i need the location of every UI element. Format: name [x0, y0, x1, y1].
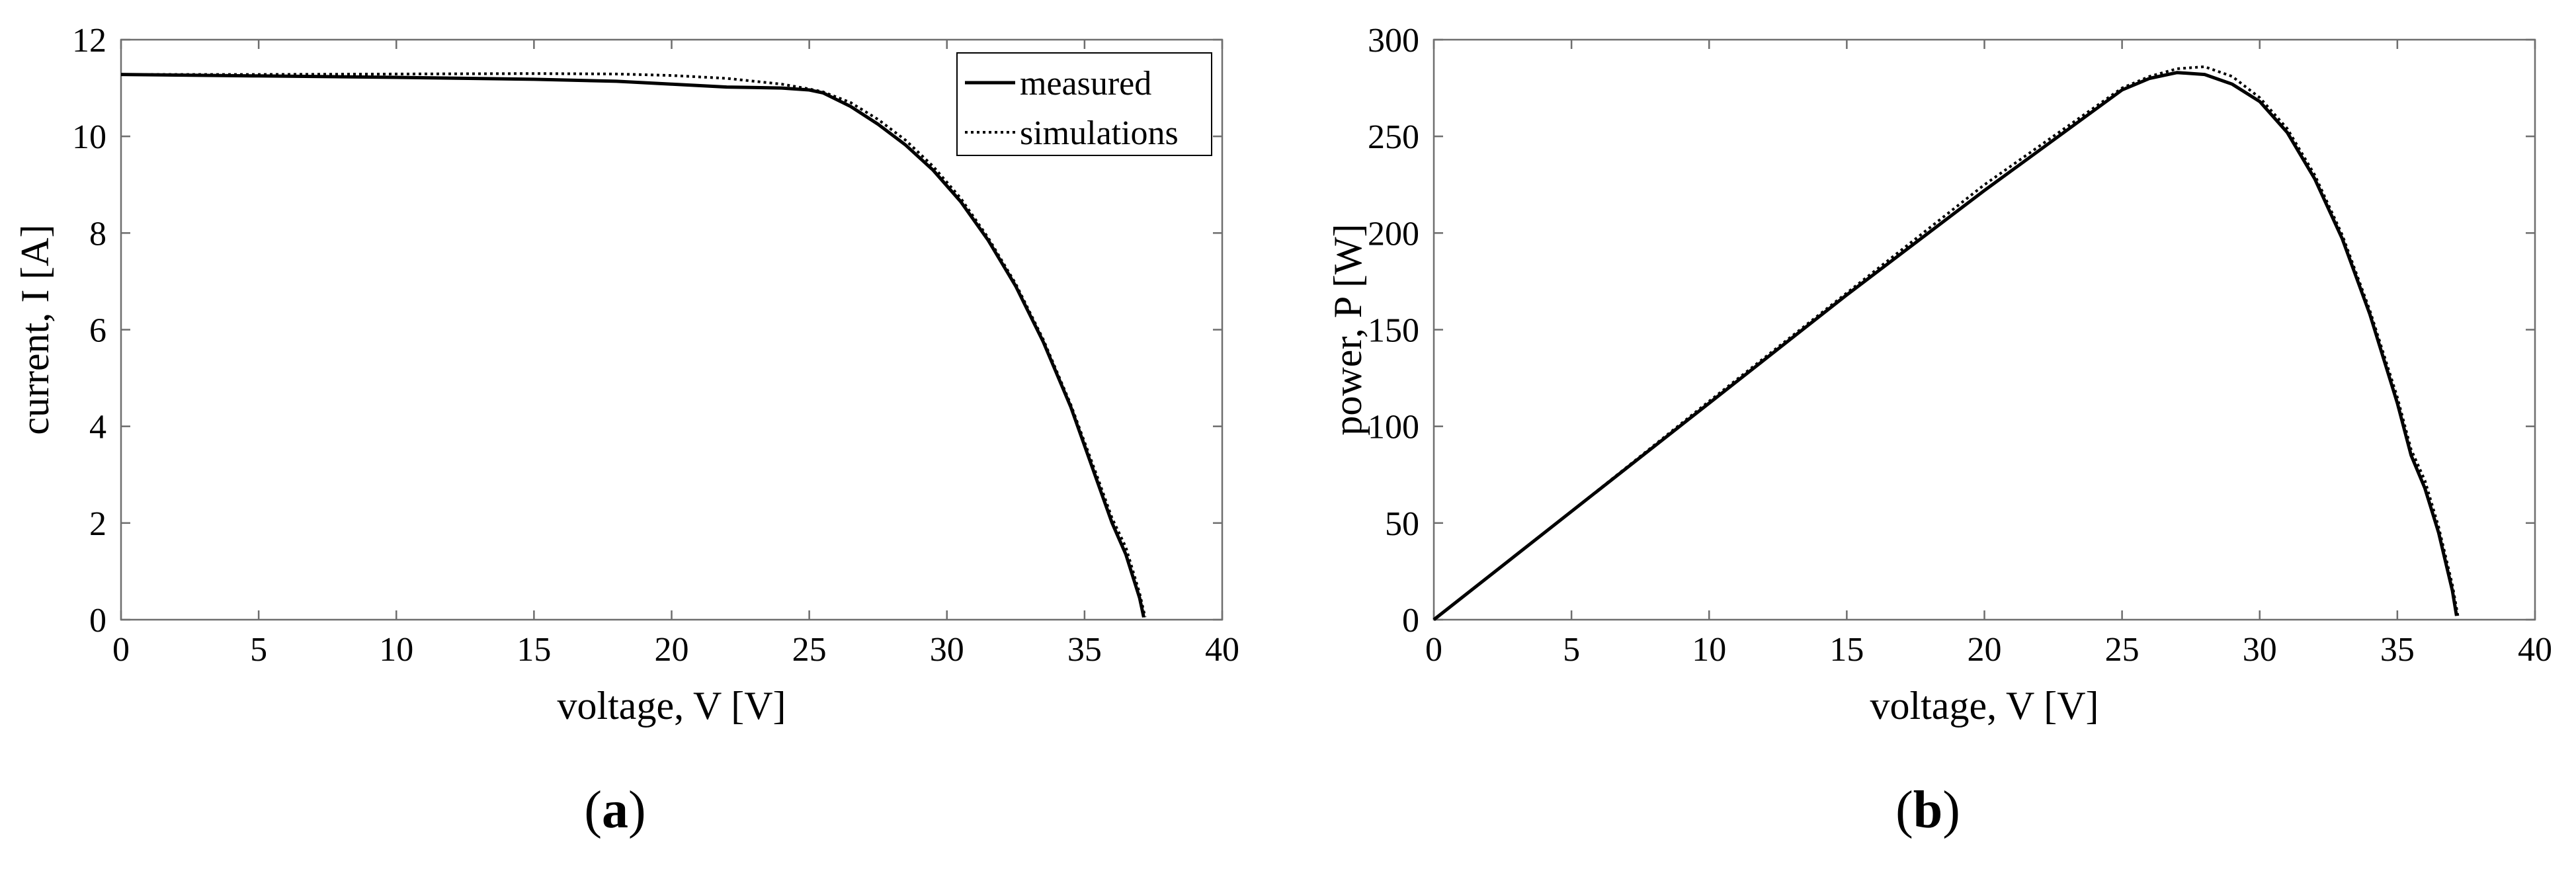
x-tick-label: 40	[2518, 631, 2552, 669]
legend-box	[956, 52, 1212, 156]
panel-label-b-text: b	[1913, 781, 1943, 839]
x-tick-label: 35	[1067, 631, 1102, 669]
y-tick-label: 10	[72, 118, 106, 156]
y-tick-label: 6	[89, 312, 106, 350]
y-tick-label: 0	[1402, 602, 1419, 640]
y-tick-label: 0	[89, 602, 106, 640]
y-axis-label: current, I [A]	[13, 224, 57, 435]
series-line-simulations	[121, 72, 1147, 618]
y-tick-label: 4	[89, 409, 106, 446]
y-tick-label: 12	[72, 22, 106, 60]
legend-label: measured	[1020, 65, 1151, 103]
y-tick-label: 8	[89, 215, 106, 253]
x-tick-label: 10	[1692, 631, 1726, 669]
x-tick-label: 25	[792, 631, 827, 669]
y-axis-label: power, P [W]	[1326, 224, 1370, 435]
x-tick-label: 15	[1829, 631, 1864, 669]
y-tick-label: 100	[1368, 409, 1419, 446]
chart-panel-a: 0 5 10 15 20 25 30 35 40 0 2 4 6 8 10 12 voltage, V [V] c…	[13, 22, 1239, 727]
x-tick-label: 30	[2243, 631, 2277, 669]
x-axis-label: voltage, V [V]	[1870, 684, 2098, 727]
x-tick-label: 0	[112, 631, 130, 669]
x-tick-label: 20	[1968, 631, 2002, 669]
series-line-measured	[1433, 71, 2458, 621]
plot-area-frame	[1433, 38, 2536, 621]
y-tick-label: 2	[89, 505, 106, 543]
x-tick-label: 5	[250, 631, 267, 669]
x-tick-label: 10	[379, 631, 413, 669]
panel-label-a: (a)	[584, 781, 646, 839]
y-tick-label: 200	[1368, 215, 1419, 253]
y-tick-label: 50	[1385, 505, 1419, 543]
y-tick-label: 300	[1368, 22, 1419, 60]
x-tick-label: 35	[2380, 631, 2415, 669]
series-line-measured	[120, 73, 1145, 618]
x-tick-label: 20	[655, 631, 689, 669]
x-tick-label: 30	[930, 631, 964, 669]
chart-panel-b: 0 5 10 15 20 25 30 35 40 0 50 100 150 200 250 300 voltag…	[1326, 22, 2552, 727]
x-tick-label: 0	[1425, 631, 1442, 669]
x-tick-label: 15	[517, 631, 551, 669]
legend-label: simulations	[1020, 114, 1179, 152]
series-line-simulations	[1433, 65, 2460, 621]
y-tick-label: 150	[1368, 312, 1419, 350]
x-tick-label: 25	[2105, 631, 2140, 669]
x-axis-label: voltage, V [V]	[557, 684, 786, 727]
x-tick-label: 40	[1205, 631, 1239, 669]
y-tick-label: 250	[1368, 118, 1419, 156]
panel-label-a-text: a	[602, 781, 628, 839]
x-tick-label: 5	[1563, 631, 1580, 669]
panel-label-b: (b)	[1895, 781, 1960, 839]
